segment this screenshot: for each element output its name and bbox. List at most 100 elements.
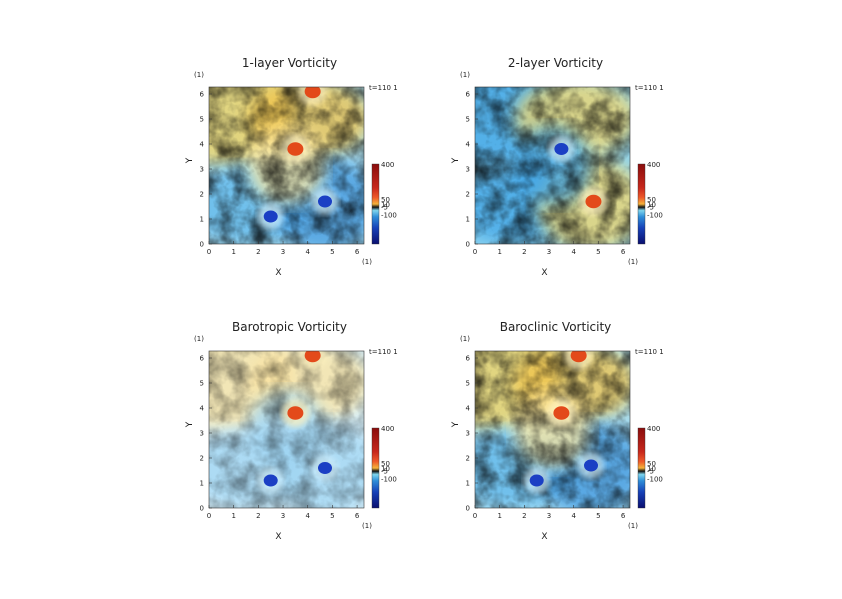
x-axis-label: X bbox=[275, 532, 281, 542]
negative-vortex bbox=[584, 459, 599, 472]
x-tick-label: 2 bbox=[256, 248, 260, 256]
x-axis-label: X bbox=[541, 268, 547, 278]
colorbar-tick-label: -5 bbox=[647, 203, 654, 211]
x-tick-label: 0 bbox=[473, 248, 477, 256]
plot-frame bbox=[208, 350, 365, 509]
heatmap-field bbox=[475, 351, 630, 508]
x-tick-label: 1 bbox=[497, 248, 501, 256]
x-tick-label: 0 bbox=[207, 512, 211, 520]
x-tick-label: 0 bbox=[207, 248, 211, 256]
x-tick-label: 5 bbox=[596, 248, 600, 256]
colorbar-tick-label: 10 bbox=[647, 201, 656, 209]
y-tick-label: 4 bbox=[466, 405, 471, 413]
colorbar-tick-label: 400 bbox=[647, 425, 660, 433]
x-tick-label: 4 bbox=[305, 512, 310, 520]
y-tick-label: 2 bbox=[200, 455, 204, 463]
panel-title: 1-layer Vorticity bbox=[242, 56, 337, 70]
x-tick-label: 5 bbox=[596, 512, 600, 520]
colorbar-tick-label: 50 bbox=[381, 460, 390, 468]
x-tick-label: 1 bbox=[231, 248, 235, 256]
negative-vortex bbox=[529, 474, 544, 487]
colorbar bbox=[637, 163, 646, 245]
panel-title: Baroclinic Vorticity bbox=[500, 320, 612, 334]
plot-frame bbox=[474, 350, 631, 509]
x-tick-label: 6 bbox=[621, 248, 626, 256]
x-tick-label: 4 bbox=[571, 248, 576, 256]
y-tick-label: 3 bbox=[200, 166, 204, 174]
colorbar-tick-label: 50 bbox=[647, 196, 656, 204]
y-tick-label: 6 bbox=[466, 91, 471, 99]
colorbar-tick-label: -5 bbox=[381, 467, 388, 475]
positive-vortex bbox=[304, 87, 321, 99]
y-tick-label: 0 bbox=[200, 505, 204, 513]
y-tick-label: 2 bbox=[466, 455, 470, 463]
negative-vortex bbox=[263, 210, 278, 223]
positive-vortex bbox=[553, 406, 570, 420]
y-tick-label: 1 bbox=[466, 216, 470, 224]
time-label: t=110 1 bbox=[635, 348, 664, 356]
colorbar-tick-label: 50 bbox=[647, 460, 656, 468]
y-tick-label: 3 bbox=[466, 430, 470, 438]
panel-title: Barotropic Vorticity bbox=[232, 320, 347, 334]
y-tick-label: 6 bbox=[200, 355, 205, 363]
y-tick-label: 1 bbox=[200, 216, 204, 224]
y-tick-label: 5 bbox=[200, 116, 204, 124]
colorbar-tick-label: 10 bbox=[381, 201, 390, 209]
colorbar-tick-label: 400 bbox=[381, 161, 394, 169]
colorbar-tick-label: -5 bbox=[647, 467, 654, 475]
colorbar-tick-label: -100 bbox=[647, 475, 663, 483]
vorticity-panel: 2-layer Vorticity t=110 1 (1) (1) 0 1 2 3 4 5 6 0 1 2… bbox=[451, 56, 664, 278]
negative-vortex bbox=[263, 474, 278, 487]
y-tick-label: 6 bbox=[466, 355, 471, 363]
colorbar-tick-label: 10 bbox=[381, 465, 390, 473]
y-tick-label: 4 bbox=[200, 405, 205, 413]
colorbar bbox=[637, 427, 646, 509]
positive-vortex bbox=[585, 194, 602, 209]
y-tick-label: 5 bbox=[466, 116, 470, 124]
x-tick-label: 5 bbox=[330, 512, 334, 520]
x-tick-label: 3 bbox=[281, 248, 285, 256]
positive-vortex bbox=[304, 351, 321, 363]
colorbar-tick-label: 50 bbox=[381, 196, 390, 204]
y-tick-label: 5 bbox=[200, 380, 204, 388]
x-tick-label: 2 bbox=[522, 248, 526, 256]
y-tick-label: 3 bbox=[200, 430, 204, 438]
time-label: t=110 1 bbox=[369, 84, 398, 92]
y-unit-label: (1) bbox=[194, 71, 204, 79]
y-tick-label: 0 bbox=[200, 241, 204, 249]
x-tick-label: 3 bbox=[547, 512, 551, 520]
colorbar-tick-label: 400 bbox=[381, 425, 394, 433]
x-tick-label: 3 bbox=[547, 248, 551, 256]
y-tick-label: 0 bbox=[466, 505, 470, 513]
time-label: t=110 1 bbox=[635, 84, 664, 92]
x-axis-label: X bbox=[275, 268, 281, 278]
negative-vortex bbox=[554, 143, 569, 155]
y-tick-label: 5 bbox=[466, 380, 470, 388]
x-unit-label: (1) bbox=[362, 522, 372, 530]
x-tick-label: 1 bbox=[497, 512, 501, 520]
y-axis-label: Y bbox=[185, 421, 195, 428]
colorbar-tick-label: 10 bbox=[647, 465, 656, 473]
x-tick-label: 2 bbox=[522, 512, 526, 520]
heatmap-field bbox=[475, 87, 630, 244]
x-tick-label: 6 bbox=[355, 512, 360, 520]
colorbar-tick-label: -100 bbox=[381, 475, 397, 483]
x-tick-label: 6 bbox=[355, 248, 360, 256]
positive-vortex bbox=[287, 142, 304, 156]
x-tick-label: 4 bbox=[305, 248, 310, 256]
y-tick-label: 0 bbox=[466, 241, 470, 249]
positive-vortex bbox=[570, 351, 587, 363]
x-tick-label: 4 bbox=[571, 512, 576, 520]
y-axis-label: Y bbox=[185, 157, 195, 164]
x-unit-label: (1) bbox=[628, 522, 638, 530]
y-tick-label: 1 bbox=[466, 480, 470, 488]
colorbar bbox=[371, 427, 380, 509]
y-tick-label: 2 bbox=[200, 191, 204, 199]
x-unit-label: (1) bbox=[362, 258, 372, 266]
y-tick-label: 6 bbox=[200, 91, 205, 99]
panel-title: 2-layer Vorticity bbox=[508, 56, 603, 70]
y-unit-label: (1) bbox=[194, 335, 204, 343]
heatmap-field bbox=[209, 351, 364, 508]
colorbar-tick-label: -100 bbox=[381, 211, 397, 219]
